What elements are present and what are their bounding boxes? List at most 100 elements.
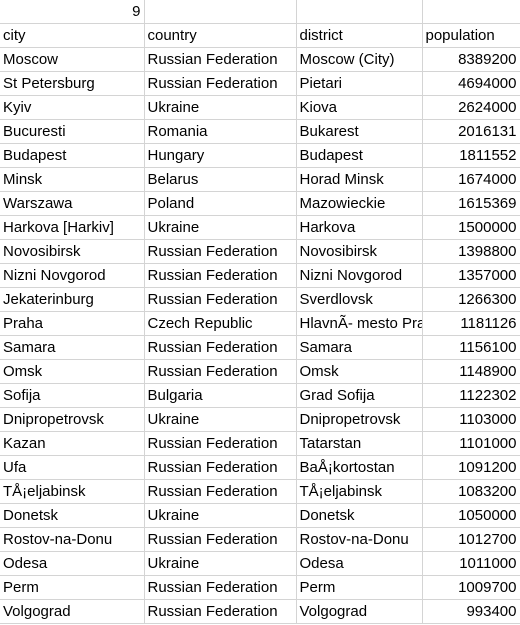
country-cell[interactable]: Belarus xyxy=(144,167,297,192)
header-district[interactable]: district xyxy=(296,23,423,48)
district-cell[interactable]: Kiova xyxy=(296,95,423,120)
population-cell[interactable]: 1122302 xyxy=(422,383,520,408)
population-cell[interactable]: 2624000 xyxy=(422,95,520,120)
city-cell[interactable]: Rostov-na-Donu xyxy=(0,527,145,552)
population-cell[interactable]: 1674000 xyxy=(422,167,520,192)
cell-a1[interactable]: 9 xyxy=(0,0,145,24)
city-cell[interactable]: Perm xyxy=(0,575,145,600)
country-cell[interactable]: Romania xyxy=(144,119,297,144)
city-cell[interactable]: Bucuresti xyxy=(0,119,145,144)
population-cell[interactable]: 4694000 xyxy=(422,71,520,96)
country-cell[interactable]: Poland xyxy=(144,191,297,216)
district-cell[interactable]: TÅ¡eljabinsk xyxy=(296,479,423,504)
city-cell[interactable]: Harkova [Harkiv] xyxy=(0,215,145,240)
country-cell[interactable]: Ukraine xyxy=(144,215,297,240)
population-cell[interactable]: 1266300 xyxy=(422,287,520,312)
district-cell[interactable]: Moscow (City) xyxy=(296,47,423,72)
city-cell[interactable]: Moscow xyxy=(0,47,145,72)
city-cell[interactable]: Omsk xyxy=(0,359,145,384)
city-cell[interactable]: Sofija xyxy=(0,383,145,408)
district-cell[interactable]: Budapest xyxy=(296,143,423,168)
city-cell[interactable]: Ufa xyxy=(0,455,145,480)
city-cell[interactable]: Dnipropetrovsk xyxy=(0,407,145,432)
population-cell[interactable]: 2016131 xyxy=(422,119,520,144)
country-cell[interactable]: Russian Federation xyxy=(144,479,297,504)
country-cell[interactable]: Czech Republic xyxy=(144,311,297,336)
country-cell[interactable]: Bulgaria xyxy=(144,383,297,408)
population-cell[interactable]: 1050000 xyxy=(422,503,520,528)
district-cell[interactable]: HlavnÃ- mesto Praha xyxy=(296,311,423,336)
population-cell[interactable]: 1357000 xyxy=(422,263,520,288)
country-cell[interactable]: Russian Federation xyxy=(144,599,297,624)
country-cell[interactable]: Hungary xyxy=(144,143,297,168)
city-cell[interactable]: Donetsk xyxy=(0,503,145,528)
country-cell[interactable]: Russian Federation xyxy=(144,71,297,96)
district-cell[interactable]: Grad Sofija xyxy=(296,383,423,408)
population-cell[interactable]: 1181126 xyxy=(422,311,520,336)
city-cell[interactable]: Odesa xyxy=(0,551,145,576)
cell-d1[interactable] xyxy=(422,0,520,24)
country-cell[interactable]: Russian Federation xyxy=(144,335,297,360)
district-cell[interactable]: Nizni Novgorod xyxy=(296,263,423,288)
population-cell[interactable]: 8389200 xyxy=(422,47,520,72)
population-cell[interactable]: 1103000 xyxy=(422,407,520,432)
country-cell[interactable]: Ukraine xyxy=(144,95,297,120)
district-cell[interactable]: Donetsk xyxy=(296,503,423,528)
country-cell[interactable]: Russian Federation xyxy=(144,431,297,456)
city-cell[interactable]: Nizni Novgorod xyxy=(0,263,145,288)
population-cell[interactable]: 1811552 xyxy=(422,143,520,168)
district-cell[interactable]: Omsk xyxy=(296,359,423,384)
district-cell[interactable]: BaÅ¡kortostan xyxy=(296,455,423,480)
district-cell[interactable]: Dnipropetrovsk xyxy=(296,407,423,432)
cell-c1[interactable] xyxy=(296,0,423,24)
city-cell[interactable]: Jekaterinburg xyxy=(0,287,145,312)
district-cell[interactable]: Perm xyxy=(296,575,423,600)
city-cell[interactable]: TÅ¡eljabinsk xyxy=(0,479,145,504)
city-cell[interactable]: Warszawa xyxy=(0,191,145,216)
district-cell[interactable]: Samara xyxy=(296,335,423,360)
population-cell[interactable]: 1011000 xyxy=(422,551,520,576)
population-cell[interactable]: 1148900 xyxy=(422,359,520,384)
header-city[interactable]: city xyxy=(0,23,145,48)
city-cell[interactable]: St Petersburg xyxy=(0,71,145,96)
district-cell[interactable]: Volgograd xyxy=(296,599,423,624)
district-cell[interactable]: Pietari xyxy=(296,71,423,96)
city-cell[interactable]: Novosibirsk xyxy=(0,239,145,264)
population-cell[interactable]: 1615369 xyxy=(422,191,520,216)
country-cell[interactable]: Ukraine xyxy=(144,551,297,576)
district-cell[interactable]: Bukarest xyxy=(296,119,423,144)
country-cell[interactable]: Russian Federation xyxy=(144,287,297,312)
district-cell[interactable]: Novosibirsk xyxy=(296,239,423,264)
country-cell[interactable]: Russian Federation xyxy=(144,359,297,384)
city-cell[interactable]: Kyiv xyxy=(0,95,145,120)
city-cell[interactable]: Kazan xyxy=(0,431,145,456)
population-cell[interactable]: 993400 xyxy=(422,599,520,624)
country-cell[interactable]: Russian Federation xyxy=(144,239,297,264)
cell-b1[interactable] xyxy=(144,0,297,24)
city-cell[interactable]: Praha xyxy=(0,311,145,336)
country-cell[interactable]: Russian Federation xyxy=(144,263,297,288)
header-population[interactable]: population xyxy=(422,23,520,48)
district-cell[interactable]: Harkova xyxy=(296,215,423,240)
country-cell[interactable]: Ukraine xyxy=(144,407,297,432)
city-cell[interactable]: Budapest xyxy=(0,143,145,168)
country-cell[interactable]: Russian Federation xyxy=(144,575,297,600)
city-cell[interactable]: Volgograd xyxy=(0,599,145,624)
population-cell[interactable]: 1009700 xyxy=(422,575,520,600)
district-cell[interactable]: Horad Minsk xyxy=(296,167,423,192)
header-country[interactable]: country xyxy=(144,23,297,48)
country-cell[interactable]: Russian Federation xyxy=(144,527,297,552)
district-cell[interactable]: Mazowieckie xyxy=(296,191,423,216)
city-cell[interactable]: Minsk xyxy=(0,167,145,192)
population-cell[interactable]: 1101000 xyxy=(422,431,520,456)
district-cell[interactable]: Tatarstan xyxy=(296,431,423,456)
population-cell[interactable]: 1091200 xyxy=(422,455,520,480)
district-cell[interactable]: Rostov-na-Donu xyxy=(296,527,423,552)
population-cell[interactable]: 1398800 xyxy=(422,239,520,264)
population-cell[interactable]: 1500000 xyxy=(422,215,520,240)
population-cell[interactable]: 1156100 xyxy=(422,335,520,360)
city-cell[interactable]: Samara xyxy=(0,335,145,360)
district-cell[interactable]: Sverdlovsk xyxy=(296,287,423,312)
country-cell[interactable]: Ukraine xyxy=(144,503,297,528)
population-cell[interactable]: 1012700 xyxy=(422,527,520,552)
